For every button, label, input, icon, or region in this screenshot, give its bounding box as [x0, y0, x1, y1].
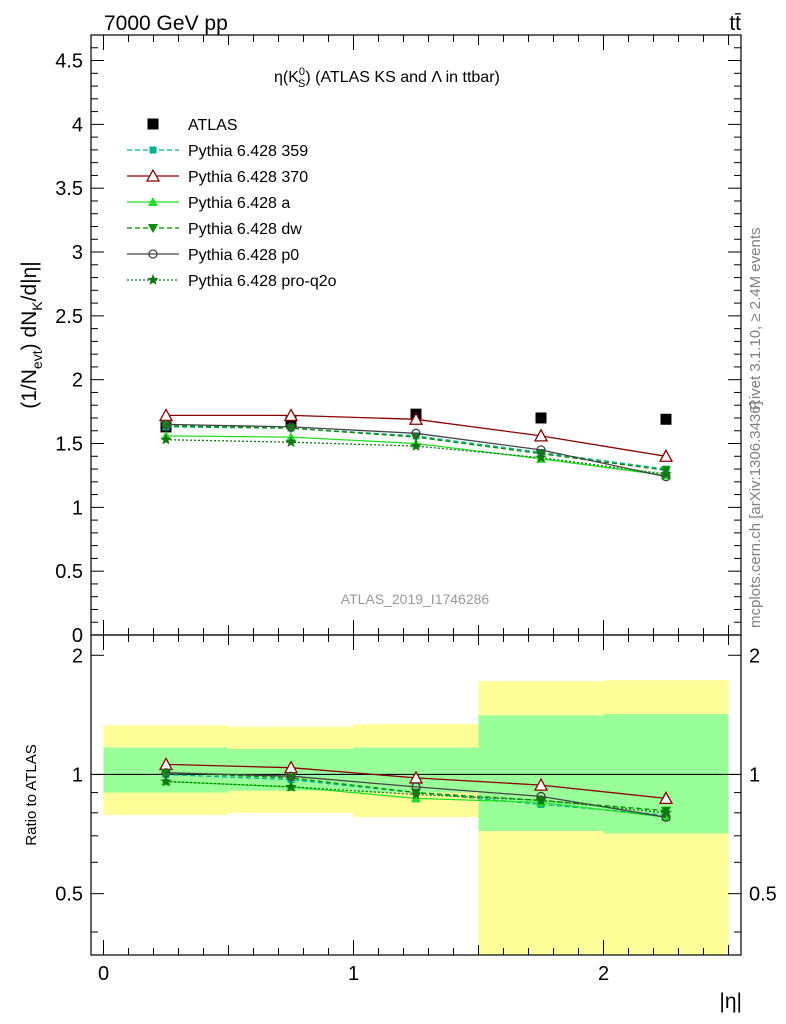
ratio-point-pythia-6-428-a [411, 793, 421, 803]
legend: ATLAS Pythia 6.428 359 Pythia 6.428 370 Pyt… [127, 117, 337, 290]
legend-entry-atlas: ATLAS [147, 117, 238, 134]
legend-marker [149, 146, 157, 154]
main-y-tick-label: 2 [72, 370, 83, 392]
main-point-atlas [660, 413, 672, 425]
x-tick-label: 0 [98, 963, 109, 985]
legend-label: Pythia 6.428 pro-q2o [188, 273, 337, 290]
legend-marker [145, 168, 161, 182]
ratio-y-tick-label: 0.5 [55, 884, 83, 906]
legend-entry-pythia-6-428-a: Pythia 6.428 a [127, 195, 290, 212]
main-line-pythia-6-428-pro-q2o [165, 439, 667, 475]
main-series-pythia-6-428-pro-q2o [160, 433, 672, 479]
main-plot-marks [158, 408, 674, 482]
ratio-line-pythia-6-428-pro-q2o [165, 780, 667, 814]
ratio-point-pythia-6-428-p0 [286, 771, 296, 781]
legend-entry-pythia-6-428-pro-q2o: Pythia 6.428 pro-q2o [127, 273, 337, 290]
main-point-pythia-6-428-p0 [411, 428, 421, 438]
ratio-y-tick-label-right: 2 [749, 645, 760, 667]
main-point-pythia-6-428-pro-q2o [410, 440, 422, 451]
chart-title: η(K0 S) (ATLAS KS and Λ in ttbar) [274, 66, 500, 90]
x-axis-label: |η| [719, 990, 742, 1013]
main-y-tick-label: 1 [72, 497, 83, 519]
main-point-pythia-6-428-370 [533, 428, 549, 442]
main-point-pythia-6-428-pro-q2o [160, 433, 172, 445]
legend-label: Pythia 6.428 a [188, 195, 290, 212]
ratio-point-pythia-6-428-370 [533, 777, 549, 791]
ratio-uncertainty-bands [91, 680, 741, 955]
ratio-point-pythia-6-428-pro-q2o [535, 794, 547, 806]
legend-entry-pythia-6-428-359: Pythia 6.428 359 [127, 143, 308, 160]
legend-label: Pythia 6.428 370 [188, 169, 308, 186]
y-axis-label: (1/Nevt) dNK/d|η| [18, 261, 45, 409]
main-line-pythia-6-428-p0 [165, 423, 667, 478]
ratio-y-tick-label-right: 1 [749, 764, 760, 786]
ratio-series-pythia-6-428-370 [158, 757, 674, 805]
main-y-tick-label: 2.5 [55, 306, 83, 328]
main-series-pythia-6-428-p0 [161, 419, 671, 482]
legend-label: Pythia 6.428 p0 [188, 247, 299, 264]
ratio-y-axis-label: Ratio to ATLAS [23, 744, 40, 845]
process-label: tt̄ [729, 12, 741, 35]
main-point-pythia-6-428-pro-q2o [535, 451, 547, 463]
svg-text:(1/Nevt) dNK/d|η|: (1/Nevt) dNK/d|η| [18, 261, 45, 409]
ratio-axes: 0.5 0.5 1 1 2 2 0 1 2 [55, 635, 777, 985]
main-point-atlas [535, 412, 547, 424]
legend-entry-pythia-6-428-p0: Pythia 6.428 p0 [127, 247, 299, 264]
main-y-tick-label: 1.5 [55, 434, 83, 456]
ratio-y-tick-label: 1 [72, 764, 83, 786]
legend-marker [147, 118, 159, 130]
rivet-version-label: Rivet 3.1.10, ≥ 2.4M events [747, 228, 764, 411]
main-point-pythia-6-428-pro-q2o [285, 436, 297, 448]
main-axes: 0 0.5 1 1.5 2 2.5 3 3.5 4 4.5 [55, 34, 741, 647]
legend-entry-pythia-6-428-370: Pythia 6.428 370 [127, 168, 308, 186]
legend-label: ATLAS [188, 117, 238, 134]
main-point-pythia-6-428-p0 [286, 422, 296, 432]
ratio-line-pythia-6-428-p0 [165, 772, 667, 818]
ratio-panel: 0.5 0.5 1 1 2 2 0 1 2 Ratio to ATLAS |η| [23, 634, 777, 1013]
ratio-point-pythia-6-428-370 [658, 791, 674, 805]
ratio-y-tick-label-right: 0.5 [749, 884, 777, 906]
main-y-tick-label: 3.5 [55, 178, 83, 200]
main-series-pythia-6-428-370 [158, 408, 674, 462]
legend-entry-pythia-6-428-dw: Pythia 6.428 dw [127, 221, 302, 238]
main-y-tick-label: 4.5 [55, 51, 83, 73]
legend-marker [148, 197, 158, 206]
ratio-series-pythia-6-428-pro-q2o [160, 775, 672, 818]
main-y-tick-label: 3 [72, 242, 83, 264]
x-tick-label: 1 [348, 963, 359, 985]
legend-marker [147, 274, 159, 285]
x-tick-label: 2 [598, 963, 609, 985]
collision-label: 7000 GeV pp [104, 12, 228, 35]
ratio-point-pythia-6-428-pro-q2o [660, 806, 672, 818]
main-panel: 0 0.5 1 1.5 2 2.5 3 3.5 4 4.5 η(K0 S) (ATLAS KS an… [18, 34, 742, 647]
ratio-point-pythia-6-428-pro-q2o [410, 788, 422, 800]
main-point-pythia-6-428-370 [283, 408, 299, 422]
ratio-y-tick-label: 2 [72, 645, 83, 667]
legend-marker [148, 249, 158, 259]
main-y-tick-label: 0 [72, 625, 83, 647]
legend-label: Pythia 6.428 359 [188, 143, 308, 160]
main-point-pythia-6-428-370 [658, 448, 674, 462]
main-point-pythia-6-428-p0 [161, 419, 171, 430]
main-point-pythia-6-428-370 [408, 411, 424, 425]
ratio-plot-marks [158, 757, 674, 822]
main-y-tick-label: 4 [72, 114, 83, 136]
ratio-point-pythia-6-428-pro-q2o [160, 775, 172, 787]
ratio-point-pythia-6-428-pro-q2o [285, 780, 297, 792]
mcplots-label: mcplots.cern.ch [arXiv:1306.3436] [747, 401, 764, 628]
ratio-band-green [353, 747, 479, 793]
main-point-pythia-6-428-pro-q2o [660, 468, 672, 479]
main-point-atlas [285, 416, 297, 428]
main-y-tick-label: 0.5 [55, 561, 83, 583]
ratio-frame [90, 634, 742, 956]
ratio-band-green [478, 715, 604, 831]
analysis-watermark: ATLAS_2019_I1746286 [341, 591, 490, 607]
legend-marker [148, 224, 158, 233]
legend-label: Pythia 6.428 dw [188, 221, 302, 238]
